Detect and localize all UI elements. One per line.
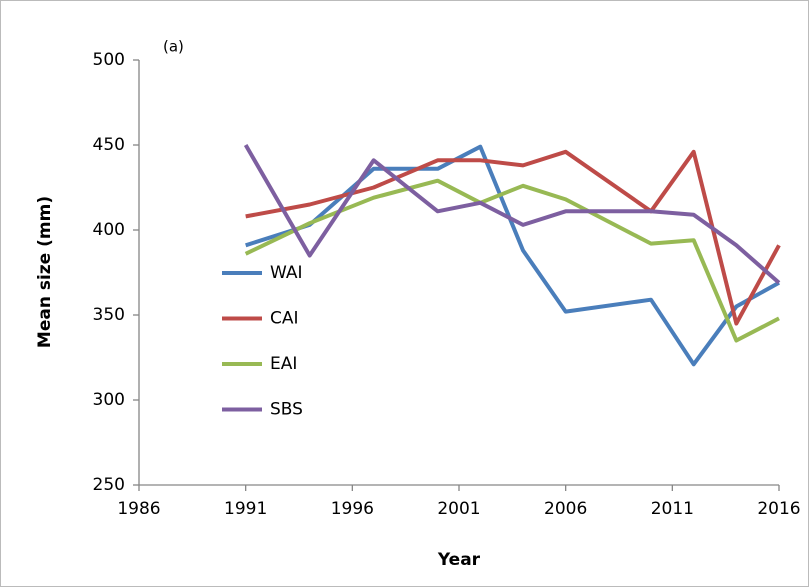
y-tick-label: 400 [93, 220, 125, 240]
series-line [245, 144, 780, 367]
y-tick-label: 500 [93, 50, 125, 70]
x-tick-label: 2001 [437, 499, 480, 519]
x-tick-label: 1991 [224, 499, 267, 519]
legend-label: CAI [270, 309, 299, 329]
y-tick-label: 300 [93, 390, 125, 410]
y-tick-label: 450 [93, 135, 125, 155]
series-line [243, 143, 781, 285]
legend-label: EAI [270, 354, 297, 374]
x-tick-label: 2011 [651, 499, 694, 519]
x-tick-label: 2016 [757, 499, 800, 519]
x-tick-label: 1986 [117, 499, 160, 519]
legend-label: SBS [270, 400, 303, 420]
series-line [244, 178, 780, 343]
annotation: (a) [163, 38, 184, 56]
legend-label: WAI [270, 263, 303, 283]
y-tick-label: 350 [93, 305, 125, 325]
y-tick-label: 250 [93, 475, 125, 495]
y-axis-label: Mean size (mm) [35, 196, 55, 348]
x-tick-label: 1996 [331, 499, 374, 519]
x-axis-label: Year [437, 550, 481, 570]
x-tick-label: 2006 [544, 499, 587, 519]
